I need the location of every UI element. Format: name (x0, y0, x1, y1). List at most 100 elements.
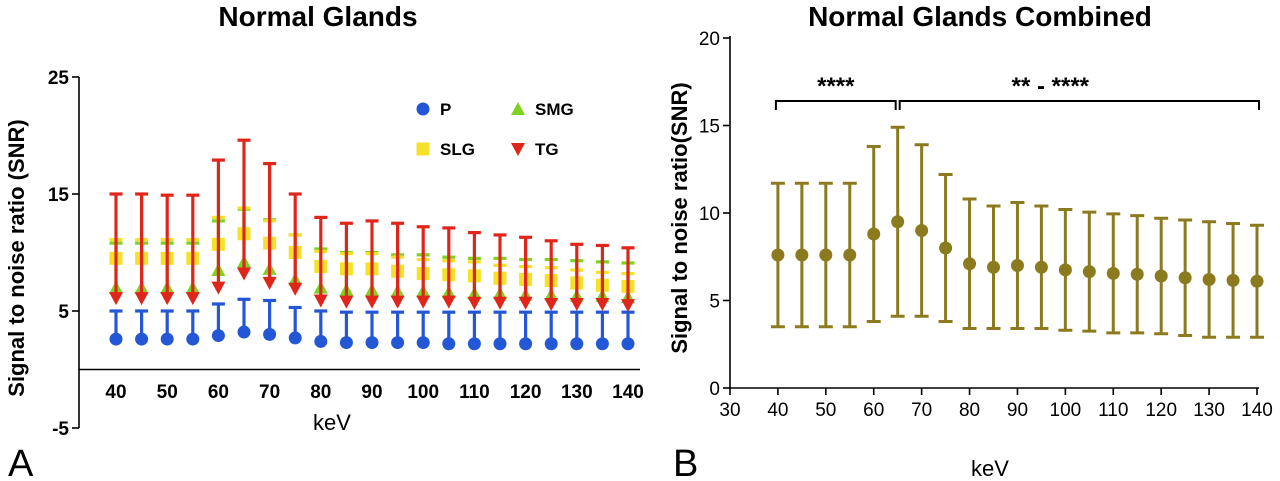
data-point (569, 297, 584, 311)
legend-marker (511, 143, 525, 156)
legend-label: TG (535, 140, 559, 159)
x-tick-label: 140 (612, 382, 644, 403)
chart-a-title: Normal Glands (218, 1, 417, 32)
x-tick-label: 90 (1007, 400, 1028, 421)
legend-marker (416, 142, 430, 156)
data-point (963, 257, 977, 271)
data-point (518, 296, 533, 310)
data-point (1226, 273, 1240, 287)
significance-bracket (774, 100, 897, 110)
data-point (621, 337, 635, 351)
x-tick-label: 80 (959, 400, 980, 421)
data-point (1154, 269, 1168, 283)
data-point (390, 295, 405, 309)
data-point (135, 332, 149, 346)
x-tick-label: 130 (1193, 400, 1225, 421)
data-point (867, 227, 881, 241)
x-tick-label: 80 (310, 382, 331, 403)
data-point (1082, 265, 1096, 279)
legend-label: P (440, 100, 451, 119)
data-point (467, 337, 481, 351)
y-tick-label: 5 (58, 302, 69, 323)
x-tick-label: 70 (259, 382, 280, 403)
data-point (185, 292, 200, 306)
data-point (843, 248, 857, 262)
data-point (595, 337, 609, 351)
data-point (915, 224, 929, 237)
y-tick-label: 15 (699, 117, 720, 138)
data-point (391, 336, 405, 350)
data-point (211, 281, 226, 295)
data-point (1106, 266, 1120, 280)
data-point (365, 336, 379, 350)
chart-b-title: Normal Glands Combined (808, 1, 1152, 32)
data-point (237, 325, 251, 339)
data-point (891, 215, 905, 229)
y-tick-label: 10 (699, 204, 720, 225)
y-tick-label: 0 (709, 379, 720, 400)
data-point (1034, 260, 1048, 274)
data-point (263, 327, 277, 341)
chart-a: 25 15 5 -5 40 50 60 70 80 90 100 110 120 130 140 P SMG SL… (48, 68, 644, 440)
x-tick-label: 120 (510, 382, 542, 403)
significance-label: **** (817, 73, 855, 100)
chart-a-xlabel: keV (313, 410, 351, 435)
data-point (186, 332, 200, 346)
x-tick-label: 40 (767, 400, 788, 421)
legend-marker (511, 102, 525, 115)
data-point (1178, 271, 1192, 285)
x-tick-label: 110 (1098, 400, 1128, 421)
data-point (339, 336, 353, 350)
x-tick-label: 100 (407, 382, 439, 403)
data-point (819, 248, 833, 262)
chart-b: 0 5 10 15 20 30 40 50 60 70 80 90 100 110 120 130 140 ***… (699, 29, 1273, 421)
x-tick-label: 30 (719, 400, 740, 421)
x-tick-label: 60 (863, 400, 884, 421)
data-point (314, 334, 328, 348)
data-point (1130, 267, 1144, 281)
data-point (313, 294, 328, 308)
panel-a-label: A (8, 443, 34, 481)
data-point (1010, 259, 1024, 272)
chart-b-ylabel: Signal to noise ratio(SNR) (667, 82, 692, 353)
x-tick-label: 70 (911, 400, 932, 421)
y-tick-label: 20 (699, 29, 720, 50)
data-point (1058, 263, 1072, 277)
data-point (493, 337, 507, 351)
data-point (160, 292, 175, 306)
data-point (134, 292, 149, 306)
y-tick-label: -5 (52, 419, 69, 440)
significance-bracket (898, 100, 1260, 110)
data-point (1250, 274, 1264, 288)
data-point (544, 297, 559, 311)
data-point (416, 295, 431, 309)
data-point (109, 292, 123, 306)
chart-a-ylabel: Signal to noise ratio (SNR) (4, 119, 29, 396)
y-tick-label: 25 (48, 68, 70, 89)
x-tick-label: 60 (208, 382, 229, 403)
x-tick-label: 90 (361, 382, 382, 403)
legend-label: SMG (535, 100, 574, 119)
y-tick-label: 5 (709, 292, 720, 313)
data-point (288, 282, 303, 296)
panel-b-label: B (673, 443, 698, 481)
data-point (570, 337, 584, 351)
data-point (211, 329, 225, 343)
significance-label: ** - **** (1012, 73, 1090, 100)
data-point (493, 296, 507, 310)
x-tick-label: 50 (157, 382, 178, 403)
data-point (442, 337, 456, 351)
data-point (987, 260, 1000, 274)
x-tick-label: 120 (1145, 400, 1177, 421)
data-point (288, 331, 302, 345)
data-point (795, 248, 809, 262)
x-tick-label: 130 (561, 382, 593, 403)
data-point (365, 295, 379, 309)
data-point (771, 248, 785, 262)
data-point (621, 299, 635, 313)
data-point (262, 276, 277, 290)
data-point (467, 296, 482, 310)
x-tick-label: 100 (1050, 400, 1082, 421)
data-point (544, 337, 558, 351)
